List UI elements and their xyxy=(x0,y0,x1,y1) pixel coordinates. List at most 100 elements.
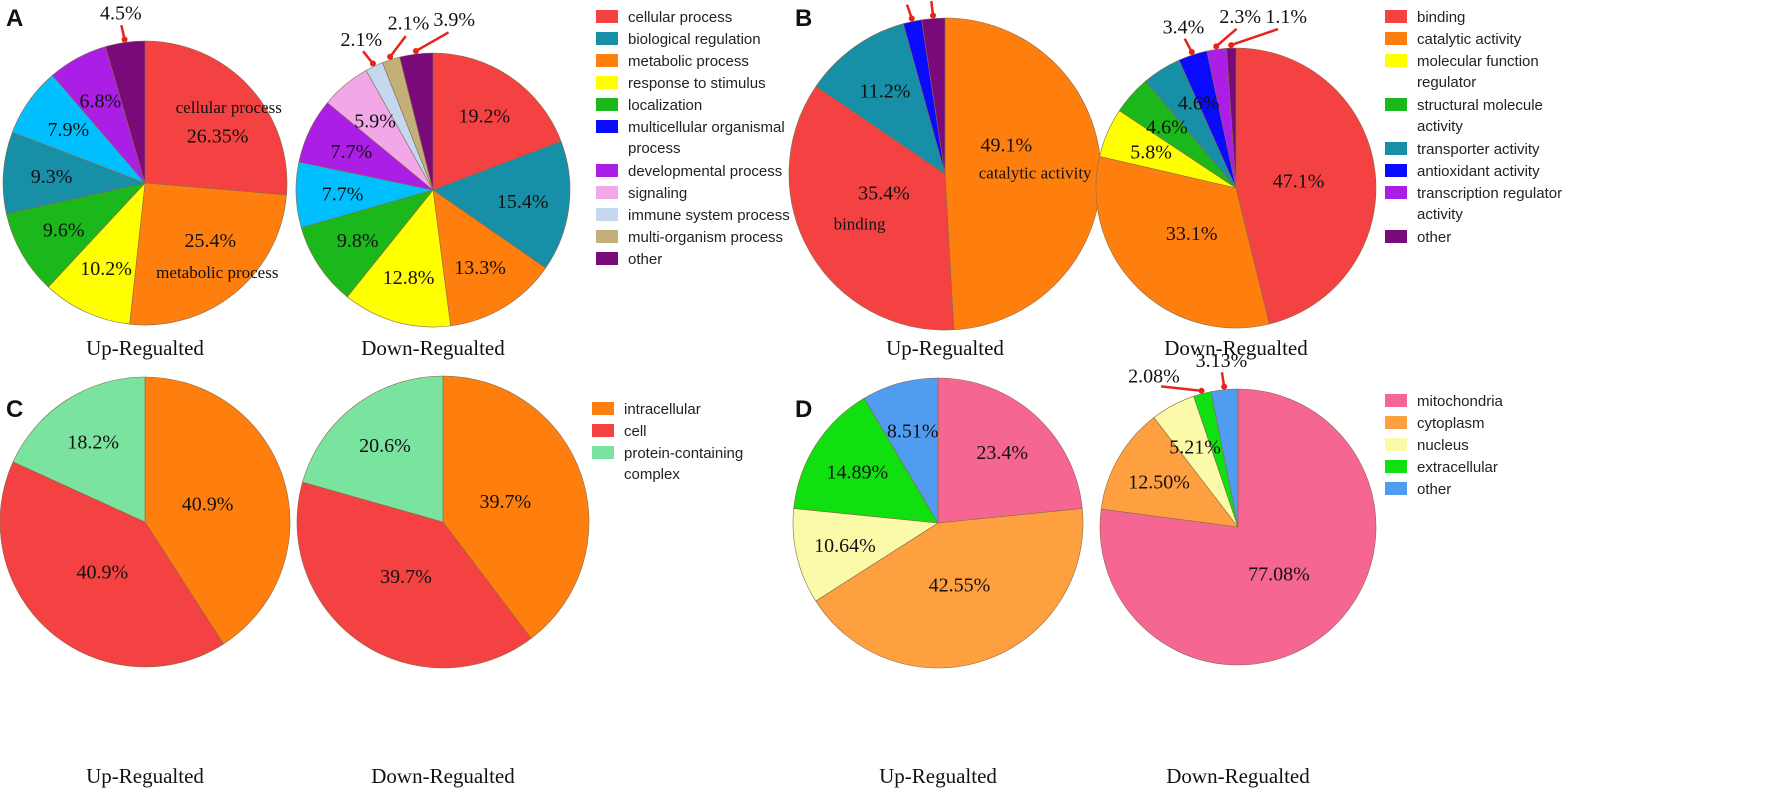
slice-percent-label: 9.3% xyxy=(31,166,73,188)
pie-slice xyxy=(1095,156,1270,329)
pie-chart-d-down: Down-Regualted 77.08% 12.50% 5.21% 2.08% 3.13… xyxy=(1099,350,1377,788)
pie-chart-c-up: Up-Regualted 40.9% 40.9% 18.2% xyxy=(0,376,291,788)
legend-label: activity xyxy=(1417,118,1463,135)
slice-percent-label: 8.51% xyxy=(887,421,939,443)
arrow-head-icon xyxy=(387,53,394,60)
slice-percent-label: 10.64% xyxy=(814,535,876,557)
pie-slice xyxy=(1210,388,1239,528)
legend-swatch xyxy=(596,10,618,23)
legend-label: transporter activity xyxy=(1417,141,1540,158)
legend-label: other xyxy=(628,251,662,268)
legend-swatch xyxy=(596,54,618,67)
arrow-head-icon xyxy=(369,60,376,67)
legend-swatch xyxy=(596,120,618,133)
pie-caption: Down-Regualted xyxy=(1164,336,1308,360)
slice-percent-label: 40.9% xyxy=(76,561,128,583)
legend-label: transcription regulator xyxy=(1417,185,1562,202)
legend-swatch xyxy=(1385,394,1407,407)
slice-category-label: catalytic activity xyxy=(979,163,1092,182)
legend-swatch xyxy=(1385,142,1407,155)
pie-slice xyxy=(1099,388,1377,666)
pie-caption: Up-Regualted xyxy=(86,764,204,788)
pie-chart-b-up: Up-Regualted catalytic activity 49.1% bindi… xyxy=(788,0,1102,360)
pie-slice xyxy=(302,375,444,523)
slice-category-label: cellular process xyxy=(176,98,282,117)
pie-chart-a-down: Down-Regualted 19.2% 15.4% 13.3% 12.8%9.8% 7.… xyxy=(295,9,571,360)
legend-label: response to stimulus xyxy=(628,75,766,92)
legend-swatch xyxy=(592,446,614,459)
legend-swatch xyxy=(592,424,614,437)
legend-label: binding xyxy=(1417,9,1465,26)
slice-percent-label: 14.89% xyxy=(827,462,889,484)
slice-percent-label: 20.6% xyxy=(359,435,411,457)
arrow-icon xyxy=(389,35,407,58)
slice-percent-label: 3.4% xyxy=(1163,16,1205,38)
legend-label: process xyxy=(628,140,681,157)
pie-slice xyxy=(432,140,571,269)
slice-percent-label: 1.1% xyxy=(1265,6,1307,28)
arrow-icon xyxy=(1215,27,1238,48)
pie-slice xyxy=(432,52,562,191)
pie-caption: Up-Regualted xyxy=(879,764,997,788)
legend-label: developmental process xyxy=(628,163,782,180)
arrow-head-icon xyxy=(908,15,915,22)
slice-percent-label: 5.8% xyxy=(1130,141,1172,163)
pie-slice xyxy=(12,376,146,523)
pie-caption: Down-Regualted xyxy=(1166,764,1310,788)
legend-label: multicellular organismal xyxy=(628,119,785,136)
slice-percent-label: 6.8% xyxy=(80,91,122,113)
slice-percent-label: 9.8% xyxy=(337,230,379,252)
slice-percent-label: 35.4% xyxy=(858,182,910,204)
legend-swatch xyxy=(1385,164,1407,177)
pie-slice xyxy=(863,377,939,525)
legend-label: antioxidant activity xyxy=(1417,163,1540,180)
pie-slice xyxy=(937,377,1083,524)
legend-label: localization xyxy=(628,97,702,114)
legend-label: nucleus xyxy=(1417,437,1469,454)
slice-percent-label: 3.9% xyxy=(433,9,475,31)
pie-slice xyxy=(296,481,532,669)
slice-category-label: metabolic process xyxy=(156,263,278,282)
legend-label: metabolic process xyxy=(628,53,749,70)
legend-swatch xyxy=(596,208,618,221)
pie-slice xyxy=(0,461,224,668)
legend-swatch xyxy=(1385,10,1407,23)
slice-percent-label: 18.2% xyxy=(67,432,119,454)
legend-label: protein-containing xyxy=(624,445,743,462)
arrow-head-icon xyxy=(1221,383,1228,390)
pie-slice xyxy=(815,508,1084,669)
slice-percent-label: 7.7% xyxy=(322,183,364,205)
slice-percent-label: 40.9% xyxy=(182,494,234,516)
slice-percent-label: 33.1% xyxy=(1166,223,1218,245)
panel-letter-d: D xyxy=(795,396,812,423)
legend-label: signaling xyxy=(628,185,687,202)
legend-swatch xyxy=(596,164,618,177)
slice-percent-label: 9.6% xyxy=(43,220,85,242)
legend-label: cytoplasm xyxy=(1417,415,1485,432)
legend-label: biological regulation xyxy=(628,31,761,48)
legend-swatch xyxy=(596,186,618,199)
legend-a: cellular process biological regulation met… xyxy=(596,9,790,268)
slice-category-label: binding xyxy=(834,214,886,233)
slice-percent-label: 19.2% xyxy=(459,106,511,128)
legend-swatch xyxy=(1385,186,1407,199)
slice-percent-label: 3.13% xyxy=(1196,350,1248,372)
pie-slice xyxy=(346,189,451,328)
slice-percent-label: 5.9% xyxy=(354,111,396,133)
slice-percent-label: 49.1% xyxy=(981,134,1033,156)
legend-label: regulator xyxy=(1417,74,1476,91)
legend-swatch xyxy=(1385,460,1407,473)
arrow-head-icon xyxy=(1188,48,1195,55)
slice-percent-label: 77.08% xyxy=(1248,564,1310,586)
legend-swatch xyxy=(596,32,618,45)
legend-label: structural molecule xyxy=(1417,97,1543,114)
legend-swatch xyxy=(596,98,618,111)
pie-slice xyxy=(1235,47,1377,325)
slice-percent-label: 10.2% xyxy=(80,258,132,280)
pie-slice xyxy=(432,189,547,327)
slice-percent-label: 12.50% xyxy=(1128,471,1190,493)
slice-percent-label: 39.7% xyxy=(380,566,432,588)
pie-chart-c-down: Down-Regualted 39.7% 39.7% 20.6% xyxy=(296,375,590,788)
slice-percent-label: 2.08% xyxy=(1128,366,1180,388)
slice-percent-label: 15.4% xyxy=(497,191,549,213)
